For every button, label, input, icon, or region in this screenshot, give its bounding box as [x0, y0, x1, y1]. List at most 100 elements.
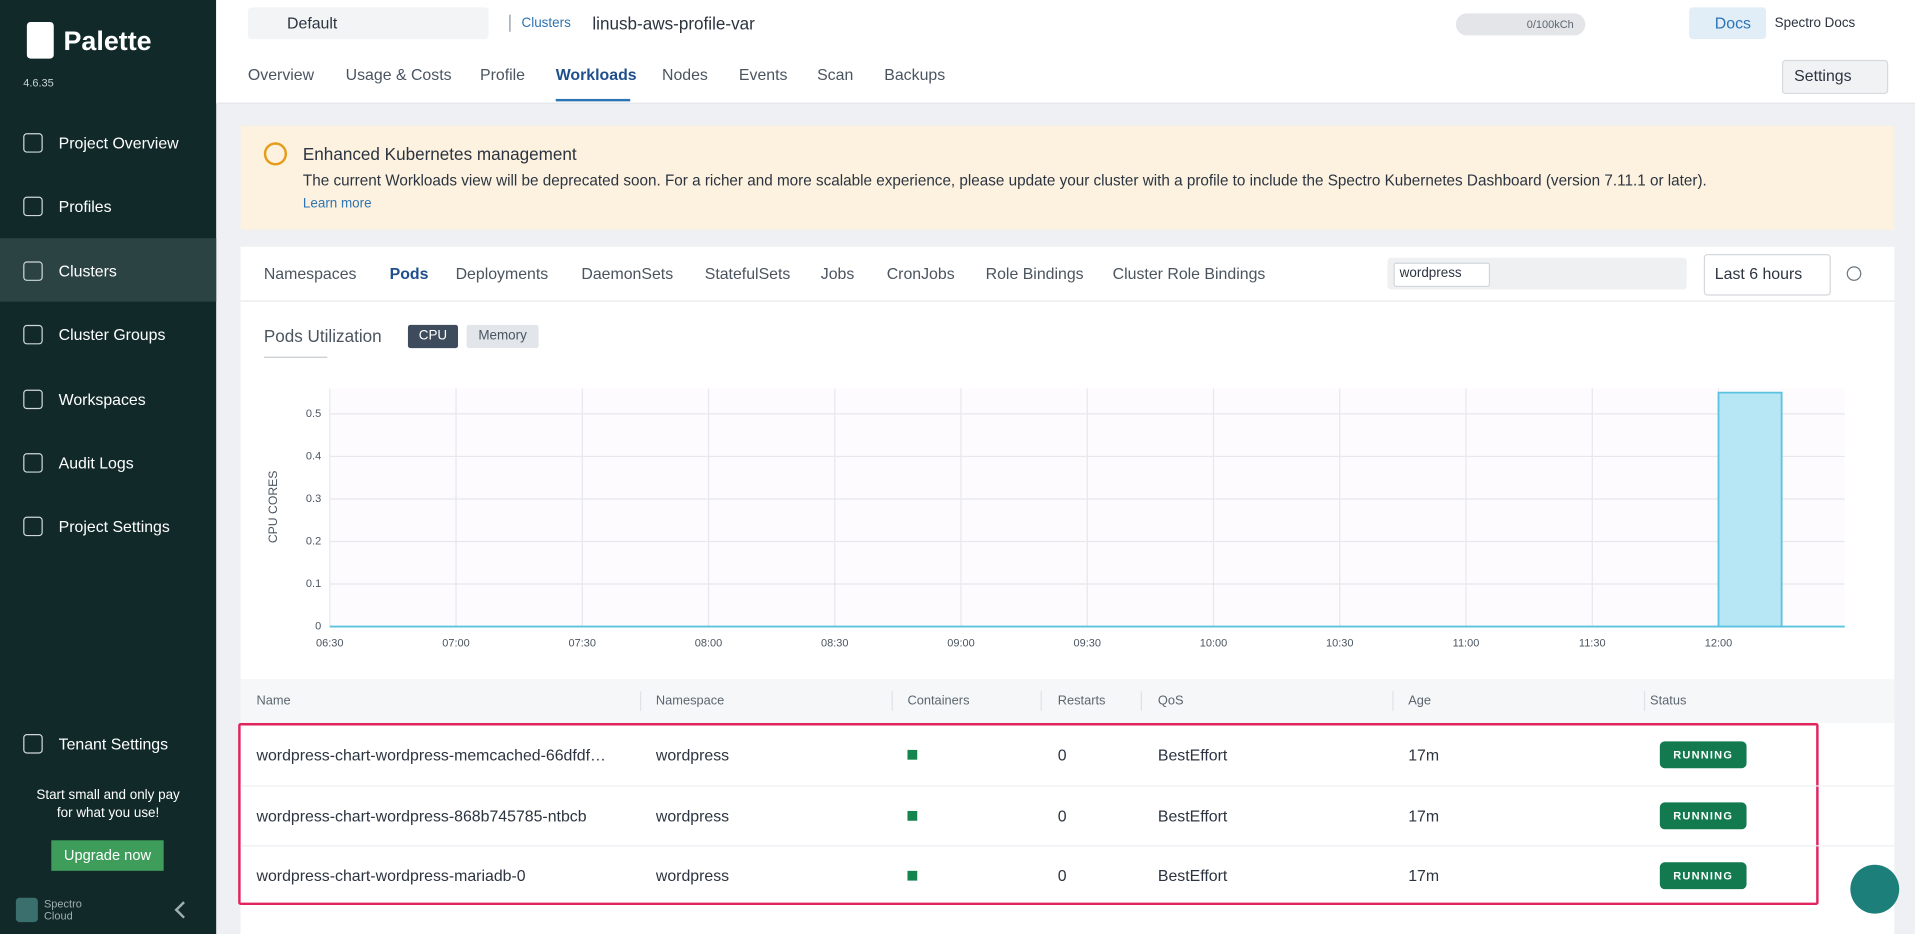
version: 4.6.35: [23, 76, 54, 90]
y-tick-label: 0.1: [306, 578, 321, 590]
banner: [240, 125, 1895, 230]
settings-button[interactable]: [1781, 59, 1889, 95]
header-tab[interactable]: Overview: [247, 65, 315, 84]
banner-link[interactable]: Learn more: [302, 196, 372, 212]
x-tick-label: 08:00: [695, 638, 723, 650]
nav-item[interactable]: Profiles: [58, 197, 112, 217]
cell: wordpress: [655, 806, 730, 825]
breadcrumb-link[interactable]: Clusters: [521, 15, 571, 31]
header-tab[interactable]: Events: [738, 65, 788, 84]
nav-icon: [23, 261, 43, 281]
project-name[interactable]: Default: [287, 14, 338, 33]
workload-tab[interactable]: Namespaces: [263, 264, 357, 283]
column-header: Name: [256, 693, 291, 709]
breadcrumb-current: linusb-aws-profile-var: [592, 13, 755, 33]
header-tab[interactable]: Profile: [479, 65, 526, 84]
header-tab[interactable]: Nodes: [661, 65, 708, 84]
column-sep: [639, 691, 642, 711]
cell: wordpress-chart-wordpress-memcached-66df…: [256, 745, 606, 764]
chart-title: Pods Utilization: [263, 326, 382, 346]
nav-icon: [23, 734, 43, 754]
x-tick-label: 11:30: [1579, 638, 1606, 650]
y-tick-label: 0.5: [306, 408, 321, 420]
workload-tab[interactable]: Cluster Role Bindings: [1112, 264, 1266, 283]
nav-item[interactable]: Audit Logs: [58, 453, 134, 473]
header-tab[interactable]: Workloads: [555, 65, 637, 84]
column-header: Restarts: [1057, 693, 1106, 709]
nav-item[interactable]: Tenant Settings: [58, 734, 169, 753]
column-sep: [891, 691, 893, 711]
settings-text[interactable]: Settings: [1794, 66, 1852, 85]
upgrade-button[interactable]: Upgrade now: [51, 840, 164, 871]
chat-button[interactable]: [1850, 864, 1900, 914]
status-badge: RUNNING: [1659, 802, 1747, 829]
y-tick-label: 0.4: [306, 450, 321, 462]
column-sep: [1392, 691, 1394, 711]
nav-icon: [23, 133, 43, 153]
nav-item[interactable]: Project Overview: [58, 133, 179, 153]
nav-item[interactable]: Cluster Groups: [58, 325, 166, 345]
x-tick-label: 08:30: [821, 638, 849, 650]
promo-text: Start small and only pay: [36, 787, 180, 803]
x-tick-label: 10:00: [1200, 638, 1228, 650]
nav-icon: [23, 517, 43, 537]
x-tick-label: 07:00: [442, 638, 470, 650]
workload-tab[interactable]: Deployments: [455, 264, 549, 283]
warning-icon: [263, 142, 288, 166]
workload-tab[interactable]: DaemonSets: [581, 264, 674, 283]
status-badge: RUNNING: [1659, 862, 1747, 890]
logo-mark: [26, 21, 54, 59]
container-status: [907, 749, 918, 760]
cell: 17m: [1408, 867, 1440, 886]
y-tick-label: 0.2: [306, 535, 321, 547]
company-name: Spectro: [43, 897, 82, 910]
toggle[interactable]: CPU: [407, 324, 459, 349]
cell: 17m: [1408, 806, 1440, 825]
tabs-divider: [240, 300, 1895, 302]
x-tick-label: 09:30: [1074, 638, 1102, 650]
filter-text[interactable]: wordpress: [1399, 266, 1462, 281]
nav-item[interactable]: Project Settings: [58, 517, 170, 537]
table-header-bg: [240, 679, 1895, 724]
column-header: Containers: [907, 693, 970, 709]
workload-tab[interactable]: Jobs: [820, 264, 855, 283]
header-tab[interactable]: Backups: [884, 65, 946, 84]
range-text[interactable]: Last 6 hours: [1714, 264, 1803, 283]
nav-icon: [23, 453, 43, 473]
y-tick-label: 0.3: [306, 493, 321, 505]
company-logo: [15, 897, 38, 923]
x-tick-label: 07:30: [569, 638, 597, 650]
project-select[interactable]: [247, 7, 489, 40]
crumb-sep: [509, 14, 511, 32]
workload-tab[interactable]: Role Bindings: [985, 264, 1084, 283]
y-tick-label: 0: [315, 620, 321, 632]
cell: BestEffort: [1157, 806, 1228, 825]
nav-item[interactable]: Workspaces: [58, 389, 146, 409]
cell: 17m: [1408, 745, 1440, 764]
cell: wordpress-chart-wordpress-868b745785-ntb…: [256, 806, 587, 825]
range-select[interactable]: [1703, 254, 1831, 296]
workload-tab[interactable]: CronJobs: [886, 264, 955, 283]
x-tick-label: 09:00: [947, 638, 975, 650]
header-tab[interactable]: Usage & Costs: [345, 65, 452, 84]
column-sep: [1643, 691, 1646, 711]
sidebar: [0, 0, 217, 934]
nav-item[interactable]: Clusters: [58, 261, 117, 281]
toggle[interactable]: Memory: [466, 324, 539, 349]
docs-text[interactable]: Docs: [1714, 14, 1751, 33]
chart-title-underline: [263, 356, 328, 358]
nav-active-bg: [0, 238, 217, 302]
promo-text: for what you use!: [56, 806, 160, 821]
cell: BestEffort: [1157, 867, 1228, 886]
header-tab[interactable]: Scan: [817, 65, 854, 84]
usage-meter: [1455, 13, 1586, 36]
workload-tab[interactable]: StatefulSets: [704, 264, 791, 283]
workload-tab[interactable]: Pods: [389, 264, 429, 283]
user-menu[interactable]: Spectro Docs: [1774, 15, 1856, 31]
refresh[interactable]: [1846, 266, 1862, 281]
docs-button[interactable]: [1689, 7, 1767, 40]
cell: 0: [1057, 745, 1067, 764]
x-tick-label: 10:30: [1326, 638, 1354, 650]
